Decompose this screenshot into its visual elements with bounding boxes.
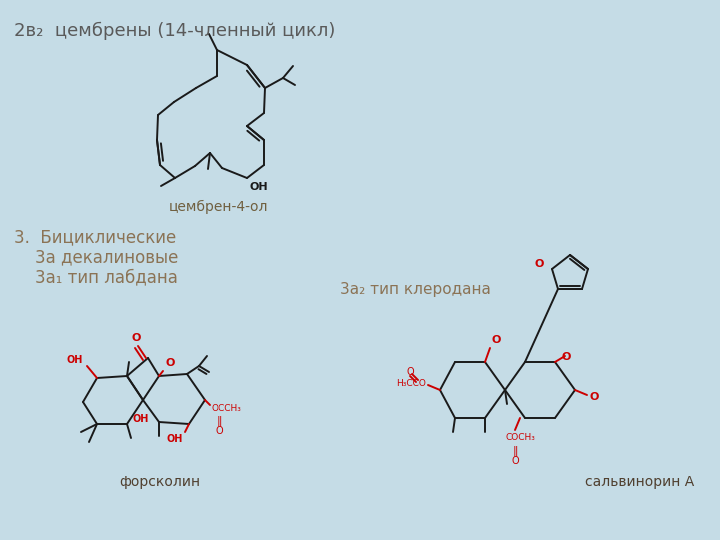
Text: O: O bbox=[561, 352, 570, 362]
Text: O: O bbox=[166, 358, 176, 368]
Text: OH: OH bbox=[166, 434, 183, 444]
Text: ‖: ‖ bbox=[216, 416, 222, 427]
Text: H₃CCO: H₃CCO bbox=[396, 379, 426, 388]
Text: 3а₁ тип лабдана: 3а₁ тип лабдана bbox=[14, 268, 178, 286]
Text: цембрен-4-ол: цембрен-4-ол bbox=[168, 200, 268, 214]
Text: ‖: ‖ bbox=[512, 446, 518, 456]
Text: 2в₂  цембрены (14-членный цикл): 2в₂ цембрены (14-членный цикл) bbox=[14, 22, 336, 40]
Text: O: O bbox=[131, 333, 140, 343]
Text: COCH₃: COCH₃ bbox=[505, 433, 535, 442]
Text: O: O bbox=[492, 335, 501, 345]
Text: 3.  Бициклические: 3. Бициклические bbox=[14, 228, 176, 246]
Text: OH: OH bbox=[67, 355, 83, 365]
Text: OH: OH bbox=[132, 414, 149, 424]
Text: сальвинорин А: сальвинорин А bbox=[585, 475, 695, 489]
Text: OH: OH bbox=[250, 182, 269, 192]
Text: O: O bbox=[406, 367, 414, 377]
Text: O: O bbox=[511, 456, 519, 466]
Text: O: O bbox=[589, 392, 598, 402]
Text: форсколин: форсколин bbox=[120, 475, 201, 489]
Text: 3а₂ тип клеродана: 3а₂ тип клеродана bbox=[340, 282, 491, 297]
Text: OCCH₃: OCCH₃ bbox=[212, 404, 242, 413]
Text: O: O bbox=[535, 259, 544, 269]
Text: 3а декалиновые: 3а декалиновые bbox=[14, 248, 179, 266]
Text: O: O bbox=[215, 426, 222, 436]
